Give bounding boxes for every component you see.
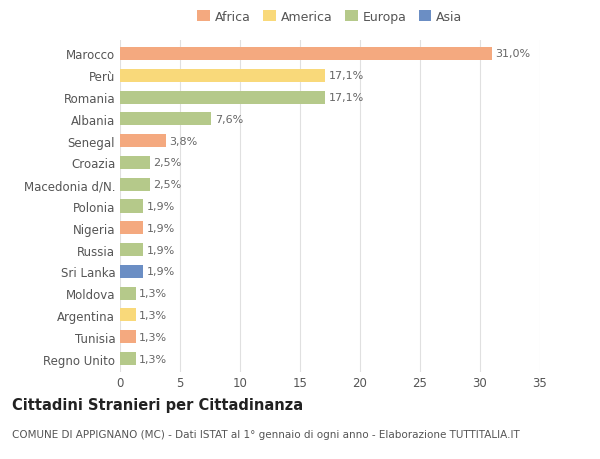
Bar <box>120 309 136 322</box>
Bar <box>120 222 143 235</box>
Bar <box>120 265 143 278</box>
Bar <box>120 135 166 148</box>
Text: COMUNE DI APPIGNANO (MC) - Dati ISTAT al 1° gennaio di ogni anno - Elaborazione : COMUNE DI APPIGNANO (MC) - Dati ISTAT al… <box>12 429 520 439</box>
Text: 1,9%: 1,9% <box>146 245 175 255</box>
Text: 2,5%: 2,5% <box>154 158 182 168</box>
Bar <box>120 91 325 104</box>
Text: 1,3%: 1,3% <box>139 310 167 320</box>
Bar <box>120 352 136 365</box>
Text: 31,0%: 31,0% <box>496 50 531 59</box>
Bar <box>120 157 150 169</box>
Bar <box>120 330 136 343</box>
Text: 1,3%: 1,3% <box>139 354 167 364</box>
Legend: Africa, America, Europa, Asia: Africa, America, Europa, Asia <box>193 6 467 28</box>
Text: 1,9%: 1,9% <box>146 202 175 212</box>
Text: 2,5%: 2,5% <box>154 180 182 190</box>
Bar <box>120 178 150 191</box>
Bar <box>120 244 143 257</box>
Text: 17,1%: 17,1% <box>329 71 364 81</box>
Bar <box>120 48 492 61</box>
Bar <box>120 70 325 83</box>
Text: 1,3%: 1,3% <box>139 332 167 342</box>
Text: 1,9%: 1,9% <box>146 267 175 277</box>
Text: 7,6%: 7,6% <box>215 115 243 124</box>
Bar <box>120 113 211 126</box>
Text: 1,3%: 1,3% <box>139 289 167 298</box>
Bar <box>120 200 143 213</box>
Bar <box>120 287 136 300</box>
Text: 1,9%: 1,9% <box>146 223 175 233</box>
Text: 3,8%: 3,8% <box>169 136 197 146</box>
Text: Cittadini Stranieri per Cittadinanza: Cittadini Stranieri per Cittadinanza <box>12 397 303 412</box>
Text: 17,1%: 17,1% <box>329 93 364 103</box>
